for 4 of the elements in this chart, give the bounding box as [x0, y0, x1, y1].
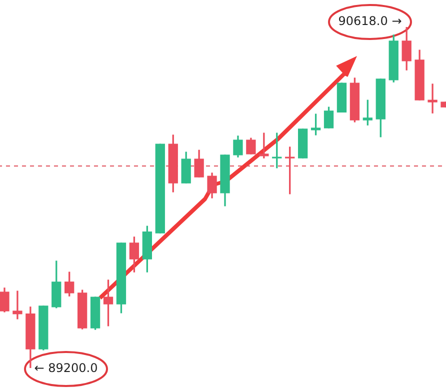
annotation: 90618.0 →: [338, 14, 402, 28]
candlestick: [12, 290, 22, 320]
candlestick: [428, 84, 438, 114]
annotation: ← 89200.0: [34, 361, 98, 376]
